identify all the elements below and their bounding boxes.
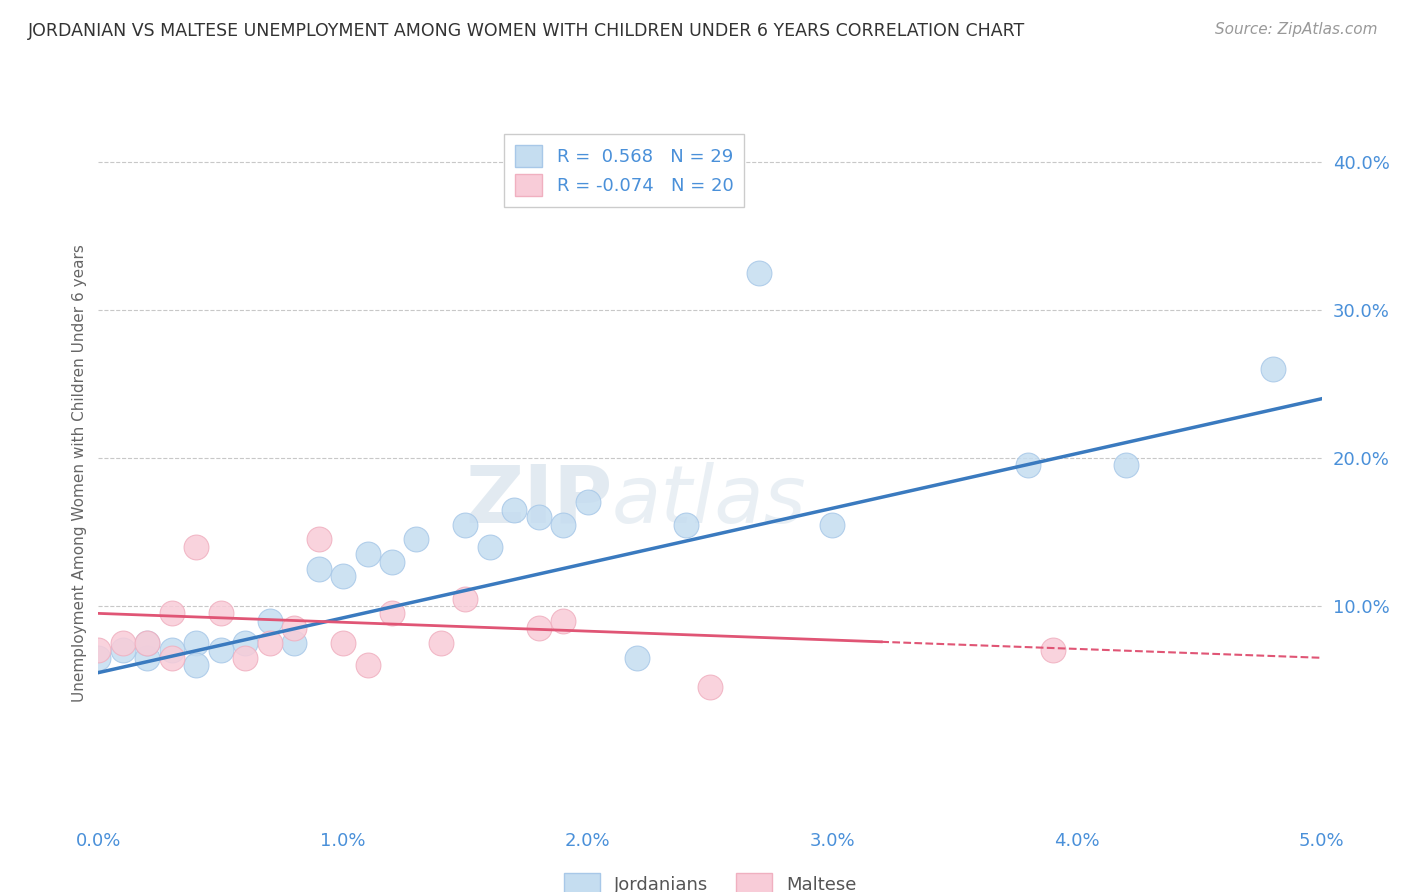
Text: Source: ZipAtlas.com: Source: ZipAtlas.com (1215, 22, 1378, 37)
Point (186, 540, 208, 554)
Point (675, 517, 697, 532)
Point (160, 650, 183, 665)
Point (233, 636, 256, 650)
Point (356, 658, 378, 673)
Point (160, 643, 183, 657)
Point (1017, 458, 1039, 473)
Point (308, 533, 330, 547)
Point (233, 650, 256, 665)
Point (405, 533, 427, 547)
Point (1261, 362, 1284, 376)
Point (576, 495, 599, 509)
Point (87, 643, 110, 657)
Point (160, 607, 183, 621)
Point (553, 614, 575, 628)
Point (626, 650, 648, 665)
Point (527, 621, 550, 635)
Point (136, 636, 159, 650)
Point (1115, 458, 1137, 473)
Point (1042, 643, 1064, 657)
Point (332, 569, 354, 583)
Point (454, 517, 477, 532)
Legend: Jordanians, Maltese: Jordanians, Maltese (557, 865, 863, 892)
Point (209, 643, 232, 657)
Point (332, 636, 354, 650)
Point (87, 650, 110, 665)
Point (454, 591, 477, 606)
Point (136, 636, 159, 650)
Point (503, 502, 526, 516)
Text: JORDANIAN VS MALTESE UNEMPLOYMENT AMONG WOMEN WITH CHILDREN UNDER 6 YEARS CORREL: JORDANIAN VS MALTESE UNEMPLOYMENT AMONG … (28, 22, 1025, 40)
Point (356, 547, 378, 561)
Point (478, 540, 501, 554)
Y-axis label: Unemployment Among Women with Children Under 6 years: Unemployment Among Women with Children U… (72, 244, 87, 702)
Point (209, 607, 232, 621)
Point (259, 636, 281, 650)
Point (308, 562, 330, 576)
Point (430, 636, 453, 650)
Point (111, 636, 134, 650)
Point (821, 517, 844, 532)
Point (259, 614, 281, 628)
Point (381, 555, 404, 569)
Point (553, 517, 575, 532)
Text: ZIP: ZIP (465, 461, 612, 540)
Point (283, 621, 305, 635)
Point (186, 636, 208, 650)
Point (186, 658, 208, 673)
Text: atlas: atlas (612, 461, 807, 540)
Point (381, 607, 404, 621)
Point (748, 266, 770, 280)
Point (111, 643, 134, 657)
Point (283, 636, 305, 650)
Point (699, 681, 721, 695)
Point (136, 650, 159, 665)
Point (527, 510, 550, 524)
